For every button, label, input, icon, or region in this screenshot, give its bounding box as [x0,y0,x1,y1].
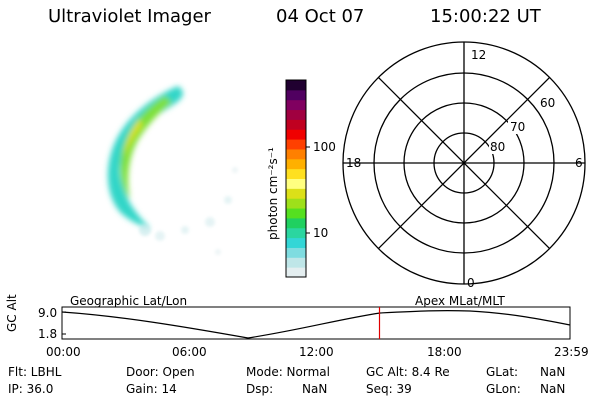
timeline-xtick-1200: 12:00 [299,345,334,359]
filter-info: Flt: LBHL [8,365,62,379]
colorbar-cell [286,119,306,130]
colorbar-cell [286,188,306,199]
colorbar-cell [286,237,306,248]
colorbar-cell [286,257,306,268]
seq-info: Seq: 39 [366,382,412,396]
timeline-xtick-0600: 06:00 [172,345,207,359]
mlat-ring-label-60: 60 [540,96,556,110]
timeline-xtick-1800: 18:00 [427,345,462,359]
date-label: 04 Oct 07 [276,6,365,27]
gain-info: Gain: 14 [126,382,177,396]
colorbar-cell [286,89,306,101]
colorbar-cell [286,227,306,239]
colorbar-cell [286,129,306,140]
geographic-coord-label: Geographic Lat/Lon [70,294,188,308]
colorbar-cell [286,178,306,189]
time-label: 15:00:22 UT [430,6,541,27]
colorbar-cell [286,208,306,219]
ip-info: IP: 36.0 [8,382,54,396]
timeline-xtick-2359: 23:59 [554,345,589,359]
mlt-label-6: 6 [575,156,583,170]
colorbar-tick-10: 10 [313,226,329,240]
colorbar-cell [286,99,306,111]
colorbar-cell [286,80,306,91]
colorbar-cell [286,267,306,278]
timeline-ytick-max: 9.0 [38,306,58,320]
colorbar-cell [286,139,306,150]
apex-coord-label: Apex MLat/MLT [415,294,505,308]
colorbar-cell [286,217,306,229]
glat-label: GLat: [486,365,519,379]
timeline-ytick-min: 1.8 [38,327,58,341]
timeline-xtick-0000: 00:00 [46,345,81,359]
altitude-curve [61,310,571,339]
glon-label: GLon: [486,382,521,396]
colorbar-tick-100: 100 [313,140,336,154]
dsp-value: NaN [302,382,328,396]
mode-info: Mode: Normal [246,365,330,379]
mlt-label-0: 0 [467,276,475,290]
gc-alt-info: GC Alt: 8.4 Re [366,365,450,379]
colorbar-cell [286,109,306,120]
glon-value: NaN [540,382,566,396]
instrument-title: Ultraviolet Imager [48,6,211,27]
colorbar-cell [286,198,306,209]
dsp-label: Dsp: [246,382,274,396]
mlt-label-12: 12 [471,48,487,62]
mlat-ring-label-80: 80 [490,140,506,154]
colorbar-cell [286,168,306,179]
colorbar-cell [286,247,306,258]
mlat-ring-label-70: 70 [510,120,526,134]
glat-value: NaN [540,365,566,379]
colorbar-cell [286,158,306,170]
mlt-label-18: 18 [346,156,362,170]
door-info: Door: Open [126,365,195,379]
colorbar-cell [286,148,306,160]
